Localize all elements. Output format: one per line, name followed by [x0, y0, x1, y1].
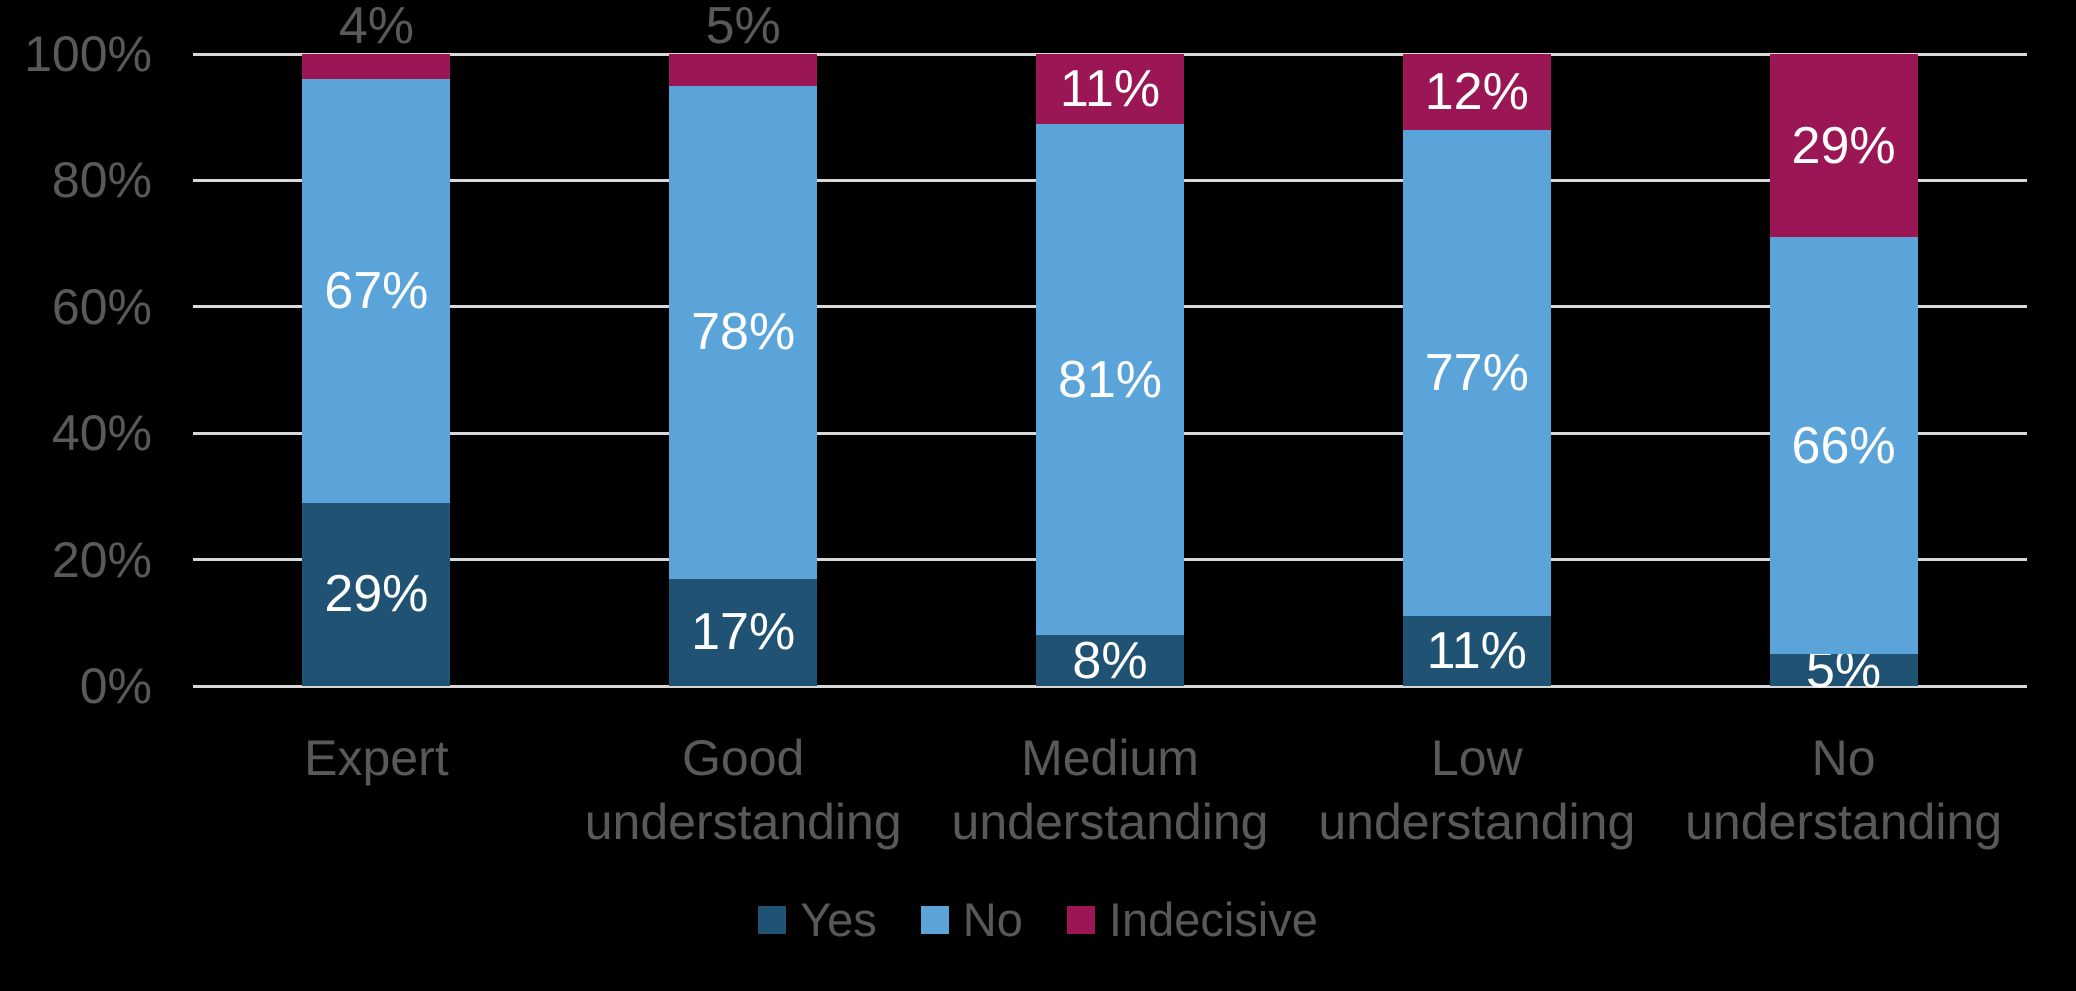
x-category-label: No understanding: [1660, 726, 2027, 854]
bar-slot-expert: 29% 67% 4%: [193, 0, 560, 686]
segment-indecisive: [669, 54, 818, 86]
y-tick-label: 60%: [51, 278, 152, 335]
bar-stack: 8% 81% 11%: [1035, 54, 1184, 690]
x-category-label-line: Expert: [304, 730, 449, 786]
y-tick-label: 100%: [24, 26, 152, 82]
x-category-label: Low understanding: [1293, 726, 1660, 854]
data-label: 29%: [324, 565, 429, 624]
data-label: 66%: [1791, 416, 1896, 475]
x-category-label: Good understanding: [560, 726, 927, 854]
data-label: 77%: [1424, 344, 1529, 403]
x-category-label: Medium understanding: [927, 726, 1294, 854]
segment-yes: 29%: [302, 502, 451, 686]
data-label: 17%: [691, 603, 796, 662]
plot-area: 29% 67% 4% 17% 78% 5% 8% 81% 11% 11% 77% 12% 5% 66% 29…: [193, 0, 2027, 696]
segment-indecisive: 11%: [1035, 54, 1184, 124]
bar-stack: 17% 78% 5%: [669, 0, 818, 686]
segment-indecisive: 12%: [1402, 54, 1551, 130]
segment-yes: 11%: [1402, 616, 1551, 686]
legend-label: Yes: [800, 893, 877, 946]
legend-item-no: No: [920, 893, 1023, 946]
segment-no: 66%: [1769, 237, 1918, 655]
bar-slot-good-understanding: 17% 78% 5%: [560, 0, 927, 686]
gridline: [193, 52, 2027, 56]
data-label: 29%: [1791, 116, 1896, 175]
segment-no: 77%: [1402, 129, 1551, 617]
segment-indecisive: [302, 54, 451, 80]
x-category-label-line: understanding: [1685, 794, 2003, 850]
data-label: 78%: [691, 303, 796, 362]
x-category-label-line: Low: [1430, 730, 1523, 786]
bar-stack: 29% 67% 4%: [302, 0, 451, 686]
x-category-label-line: understanding: [1318, 794, 1636, 850]
x-category-label-line: understanding: [951, 794, 1269, 850]
y-axis: 100% 80% 60% 40% 20% 0%: [0, 29, 152, 711]
bar-slot-low-understanding: 11% 77% 12%: [1293, 54, 1660, 686]
bar-slot-no-understanding: 5% 66% 29%: [1660, 54, 2027, 696]
y-tick-label: 20%: [51, 531, 152, 588]
legend-label: No: [962, 893, 1023, 946]
x-category-label-line: No: [1811, 730, 1876, 786]
legend-swatch-icon: [758, 905, 787, 934]
segment-yes: 8%: [1035, 631, 1184, 690]
data-label: 11%: [1059, 59, 1161, 118]
bar-slot-medium-understanding: 8% 81% 11%: [927, 54, 1294, 690]
data-label-outside: 4%: [338, 0, 414, 55]
segment-indecisive: 29%: [1769, 54, 1918, 238]
data-label: 8%: [1072, 631, 1148, 690]
data-label: 12%: [1424, 62, 1529, 121]
x-category-label: Expert: [193, 726, 560, 854]
x-category-label-line: Medium: [1021, 730, 1199, 786]
segment-no: 81%: [1035, 123, 1184, 636]
data-label: 81%: [1057, 350, 1163, 409]
bar-stack: 5% 66% 29%: [1769, 54, 1918, 696]
y-tick-label: 0%: [79, 658, 152, 714]
segment-no: 78%: [669, 85, 818, 579]
x-axis-labels: Expert Good understanding Medium understandi…: [193, 726, 2027, 854]
segment-yes: 5%: [1769, 644, 1918, 696]
legend-label: Indecisive: [1108, 893, 1318, 946]
bars-row: 29% 67% 4% 17% 78% 5% 8% 81% 11% 11% 77% 12% 5% 66% 29…: [193, 0, 2027, 696]
y-tick-label: 40%: [51, 405, 152, 462]
x-category-label-line: Good: [682, 730, 805, 786]
legend-item-yes: Yes: [758, 896, 877, 943]
legend-item-indecisive: Indecisive: [1066, 893, 1318, 946]
bar-stack: 11% 77% 12%: [1402, 54, 1551, 686]
x-category-label-line: understanding: [584, 794, 902, 850]
legend-swatch-icon: [1066, 905, 1095, 934]
legend-swatch-icon: [920, 905, 949, 934]
y-tick-label: 80%: [51, 152, 152, 209]
data-label: 11%: [1426, 622, 1527, 681]
segment-yes: 17%: [669, 578, 818, 686]
gridline: [193, 684, 2027, 688]
data-label-outside: 5%: [705, 0, 781, 55]
legend: Yes No Indecisive: [0, 896, 2076, 943]
data-label: 67%: [324, 262, 429, 321]
segment-no: 67%: [302, 79, 451, 503]
